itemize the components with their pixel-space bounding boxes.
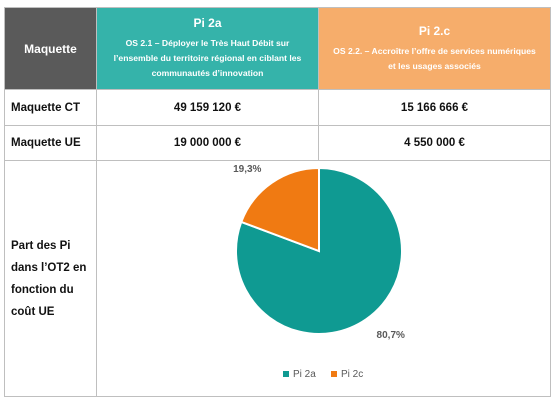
- value-ct-pi2c: 15 166 666 €: [318, 89, 551, 126]
- table-row: Maquette UE 19 000 000 € 4 550 000 €: [4, 125, 551, 161]
- header-maquette-label: Maquette: [24, 41, 77, 56]
- value-ue-pi2a: 19 000 000 €: [96, 125, 319, 161]
- header-pi2c-title: Pi 2.c: [418, 23, 451, 38]
- cost-table: Maquette Pi 2a OS 2.1 – Déployer le Très…: [4, 7, 551, 397]
- header-pi2a: Pi 2a OS 2.1 – Déployer le Très Haut Déb…: [96, 7, 319, 90]
- value-ue-pi2c: 4 550 000 €: [318, 125, 551, 161]
- header-maquette: Maquette: [4, 7, 97, 90]
- row-label-maquette-ue: Maquette UE: [4, 125, 97, 161]
- legend-item-pi-2a: Pi 2a: [283, 369, 316, 380]
- data-label-pi-2a: 80,7%: [377, 330, 405, 341]
- pie-slice-pi-2c: [239, 166, 320, 253]
- legend-swatch: [331, 371, 337, 377]
- part-label: Part des Pi dans l’OT2 en fonction du co…: [4, 160, 97, 397]
- legend-swatch: [283, 371, 289, 377]
- header-pi2a-title: Pi 2a: [193, 16, 222, 30]
- header-pi2a-desc: OS 2.1 – Déployer le Très Haut Débit sur…: [113, 38, 302, 78]
- legend-item-pi-2c: Pi 2c: [331, 369, 363, 380]
- pie-chart-cell: 80,7% 19,3% Pi 2a Pi 2c: [96, 160, 551, 397]
- header-pi2c: Pi 2.c OS 2.2. – Accroître l’offre de se…: [318, 7, 551, 90]
- data-label-pi-2c: 19,3%: [233, 164, 261, 175]
- pie-slice-pi-2a: [235, 166, 403, 335]
- row-label-maquette-ct: Maquette CT: [4, 89, 97, 126]
- header-row: Maquette Pi 2a OS 2.1 – Déployer le Très…: [4, 7, 551, 90]
- pie-chart: 80,7% 19,3% Pi 2a Pi 2c: [233, 164, 405, 380]
- value-ct-pi2a: 49 159 120 €: [96, 89, 319, 126]
- header-pi2c-desc: OS 2.2. – Accroître l’offre de services …: [333, 45, 536, 71]
- legend-label: Pi 2a: [293, 369, 316, 380]
- chart-row: Part des Pi dans l’OT2 en fonction du co…: [4, 160, 551, 397]
- table-row: Maquette CT 49 159 120 € 15 166 666 €: [4, 89, 551, 126]
- legend-label: Pi 2c: [341, 369, 363, 380]
